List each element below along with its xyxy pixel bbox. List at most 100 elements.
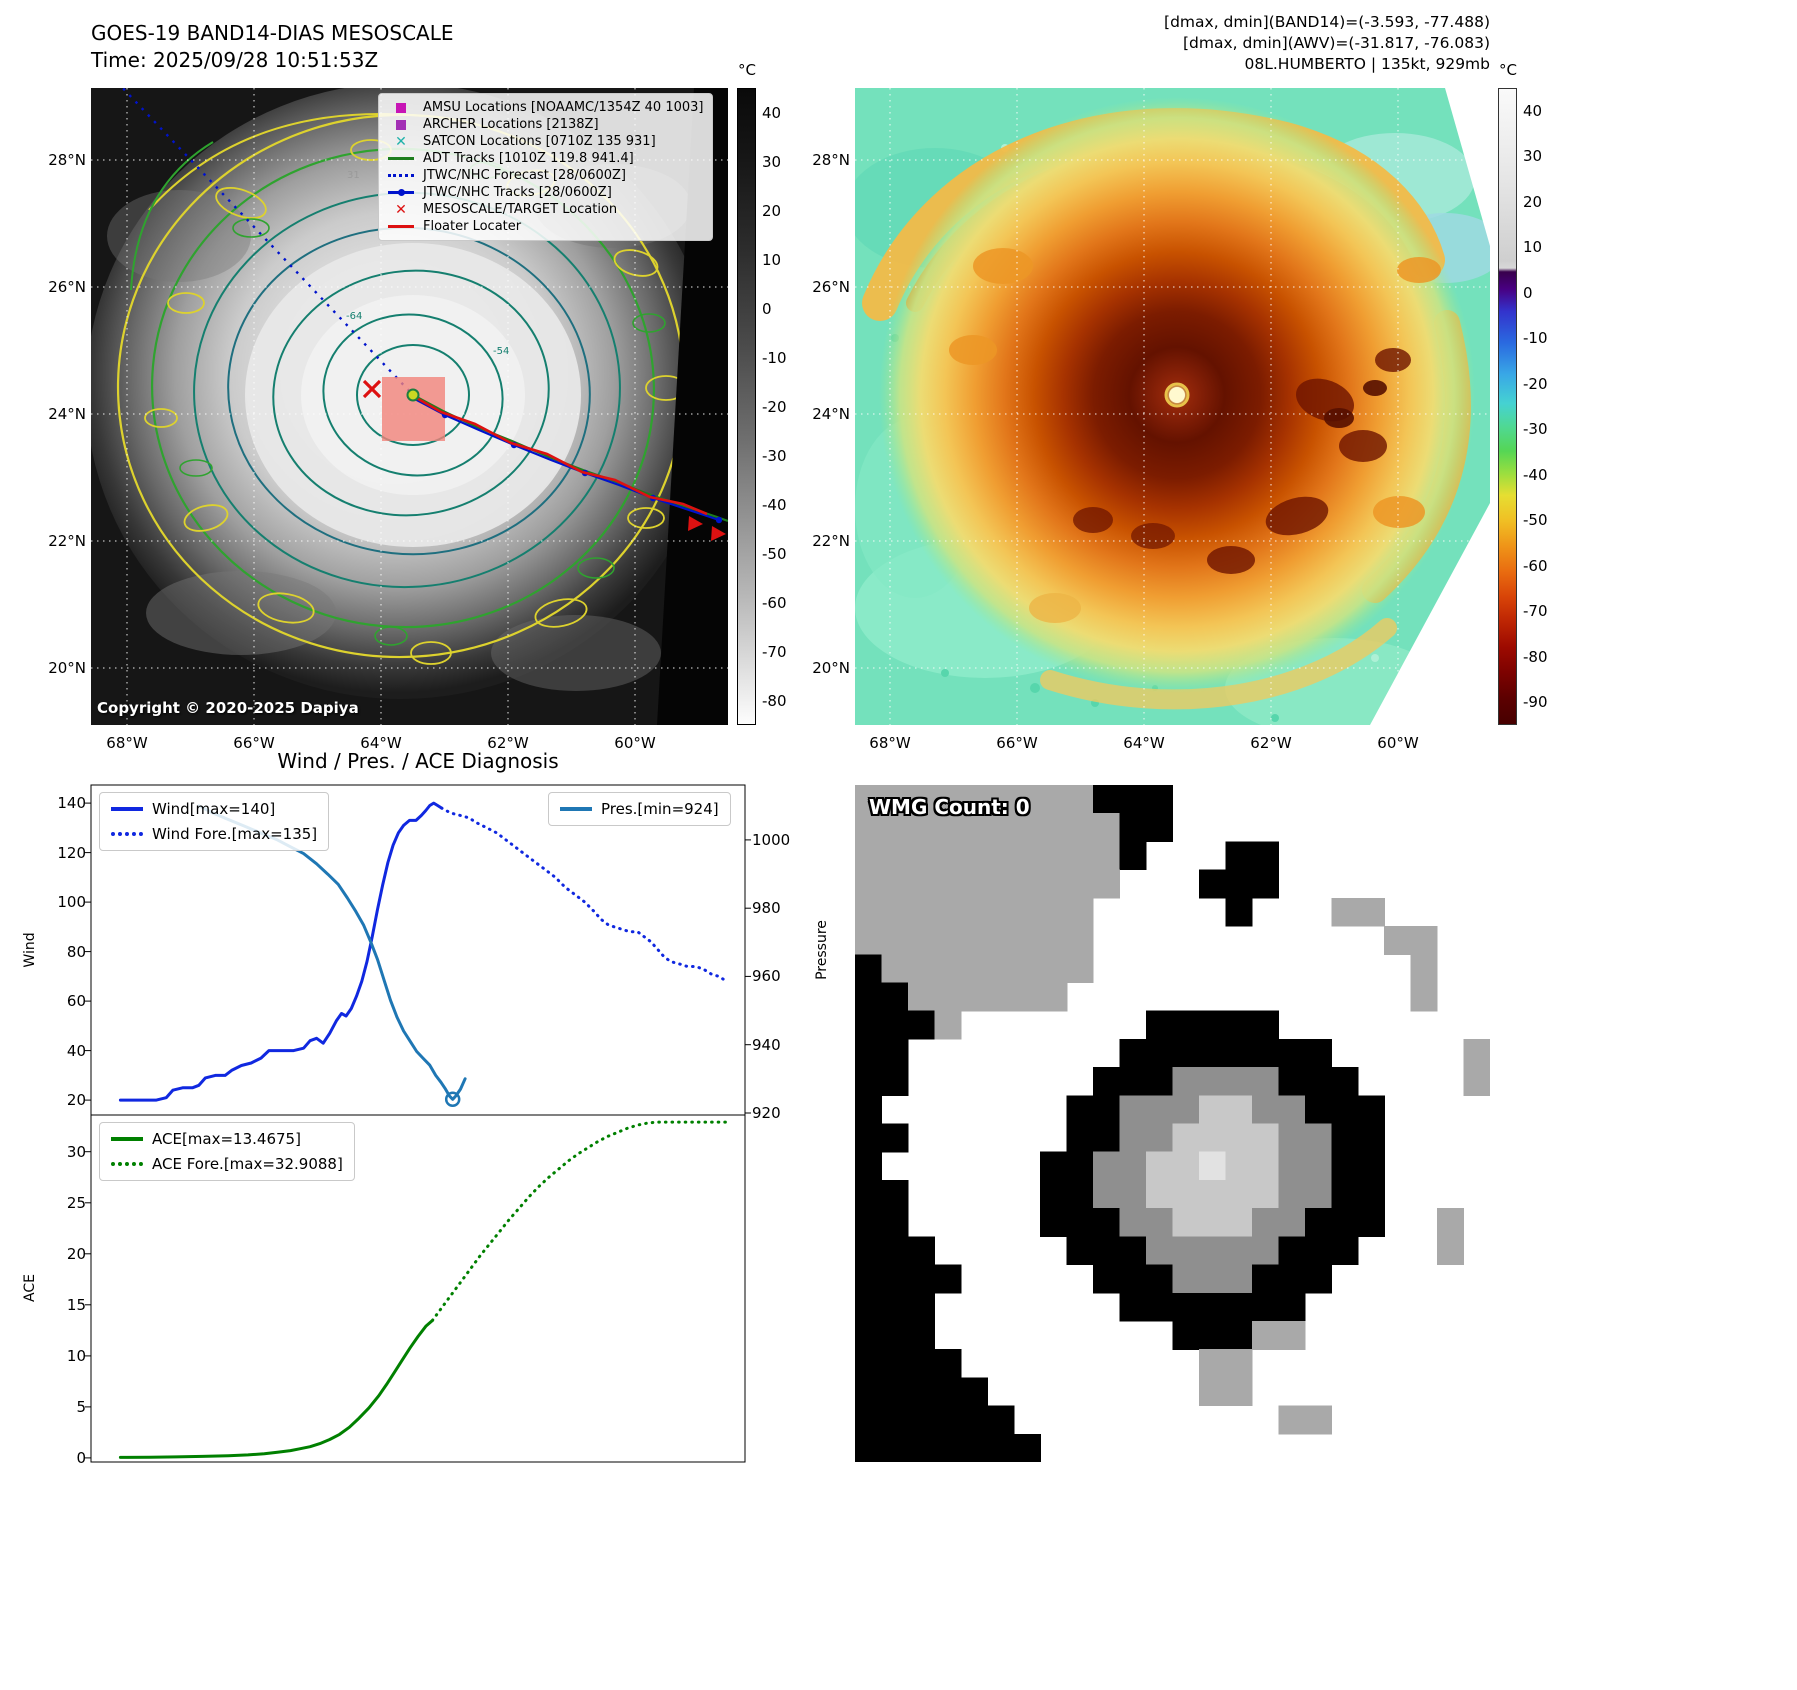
ace-tick-label: 30 (66, 1142, 86, 1161)
wmg-pixel (1093, 1179, 1121, 1209)
ace-tick-label: 15 (66, 1295, 86, 1314)
legend-row: ACE[max=13.4675] (111, 1130, 343, 1148)
colorbar-tick: -90 (1523, 693, 1548, 712)
wmg-pixel (987, 954, 1015, 984)
wmg-pixel (855, 1377, 883, 1407)
wmg-pixel (1172, 1067, 1200, 1096)
contour-label: 31 (347, 170, 360, 181)
wmg-pixel (1172, 1123, 1200, 1153)
wmg-pixel (1146, 1208, 1174, 1237)
dotted-line-icon (388, 174, 414, 177)
wmg-pixel (881, 1208, 909, 1237)
storm-info-line: 08L.HUMBERTO | 135kt, 929mb (1244, 55, 1491, 73)
wmg-pixel (1331, 1179, 1359, 1209)
ace-tick-label: 0 (76, 1448, 86, 1467)
wmg-pixel (1172, 1179, 1200, 1209)
wmg-pixel (960, 954, 988, 984)
wmg-pixel (1251, 869, 1279, 899)
wmg-pixel (881, 1236, 909, 1266)
wmg-pixel (987, 785, 1015, 814)
pressure-tick-label: 960 (752, 967, 781, 986)
wmg-pixel (1040, 1179, 1068, 1209)
wmg-pixel (1251, 1236, 1279, 1266)
legend-label: JTWC/NHC Tracks [28/0600Z] (423, 185, 612, 200)
ace-legend: ACE[max=13.4675] ACE Fore.[max=32.9088] (99, 1122, 355, 1181)
wmg-pixel (855, 1405, 883, 1435)
wmg-pixel (1304, 1123, 1332, 1153)
wmg-pixel (1251, 1179, 1279, 1209)
wmg-pixel (1251, 1038, 1279, 1068)
colorbar-tick: 30 (762, 152, 782, 171)
wmg-pixel (907, 869, 935, 899)
wmg-pixel (1410, 982, 1438, 1012)
wmg-pixel (1304, 1179, 1332, 1209)
wmg-pixel (855, 1236, 883, 1266)
wmg-pixel (1278, 1095, 1306, 1125)
wmg-pixel (1172, 1320, 1200, 1350)
wmg-pixel (960, 926, 988, 955)
wmg-pixel (1225, 1151, 1253, 1181)
lon-label: 64°W (1123, 734, 1165, 752)
wmg-pixel (1225, 1010, 1253, 1040)
wmg-pixel (1066, 954, 1094, 984)
wmg-pixel (1040, 813, 1068, 843)
ace-tick-label: 20 (66, 1244, 86, 1263)
wmg-pixel (1304, 1264, 1332, 1294)
pressure-axis-label: Pressure (814, 920, 830, 980)
colorbar-tick: 10 (1523, 238, 1543, 257)
wmg-pixel (987, 926, 1015, 955)
diagnosis-title: Wind / Pres. / ACE Diagnosis (277, 749, 559, 773)
legend-row: JTWC/NHC Forecast [28/0600Z] (388, 168, 703, 183)
colorbar-tick: -50 (762, 544, 787, 563)
colorbar-tick: 40 (762, 103, 782, 122)
square-marker-icon (396, 119, 406, 130)
lon-label: 60°W (1377, 734, 1419, 752)
wmg-pixel (881, 869, 909, 899)
wmg-pixel (1198, 1123, 1227, 1153)
wmg-pixel (1198, 1377, 1227, 1407)
wmg-pixel (1225, 897, 1253, 927)
wmg-pixel (1357, 1095, 1385, 1125)
wmg-pixel (1066, 897, 1094, 927)
pressure-min-marker (444, 1091, 461, 1108)
wmg-pixel (1198, 1151, 1227, 1181)
wmg-pixel (1251, 1010, 1279, 1040)
wmg-pixel (907, 841, 935, 871)
wmg-pixel (855, 982, 883, 1012)
wmg-pixel (1093, 1208, 1121, 1237)
scan-edge-white-top (1445, 88, 1490, 246)
wmg-pixel (1013, 869, 1041, 899)
wmg-pixel (907, 1349, 935, 1378)
wmg-pixel (1198, 869, 1227, 899)
color-ir-satellite-panel (855, 88, 1490, 725)
line-icon (111, 807, 143, 811)
wmg-pixel (960, 1405, 988, 1435)
wmg-pixel (1093, 1236, 1121, 1266)
wmg-pixel (934, 1010, 962, 1040)
wmg-pixel (855, 1433, 883, 1462)
wmg-pixel (1225, 869, 1253, 899)
wmg-pixel (1146, 1095, 1174, 1125)
pressure-tick-label: 940 (752, 1035, 781, 1054)
wmg-pixel (1304, 1095, 1332, 1125)
wmg-pixel (987, 897, 1015, 927)
wmg-pixel (1119, 1208, 1147, 1237)
lat-label: 28°N (812, 151, 850, 169)
wmg-pixel (855, 1179, 883, 1209)
wmg-pixel (1410, 954, 1438, 984)
track-arrow-icon (711, 526, 726, 541)
wmg-pixel (934, 1349, 962, 1378)
goes-title-block: GOES-19 BAND14-DIAS MESOSCALE Time: 2025… (91, 20, 454, 74)
wmg-pixel (1040, 1208, 1068, 1237)
line-icon (388, 225, 414, 228)
wmg-pixel (1198, 1067, 1227, 1096)
legend-row: ACE Fore.[max=32.9088] (111, 1155, 343, 1173)
wmg-pixel (1357, 1179, 1385, 1209)
wmg-pixel (881, 1292, 909, 1322)
wmg-pixel (1304, 1208, 1332, 1237)
wmg-pixel (960, 1377, 988, 1407)
wmg-pixel (881, 1010, 909, 1040)
wmg-pixel (1225, 1208, 1253, 1237)
wmg-pixel (1119, 1123, 1147, 1153)
colorbar-ir-unit: °C (1499, 61, 1517, 79)
